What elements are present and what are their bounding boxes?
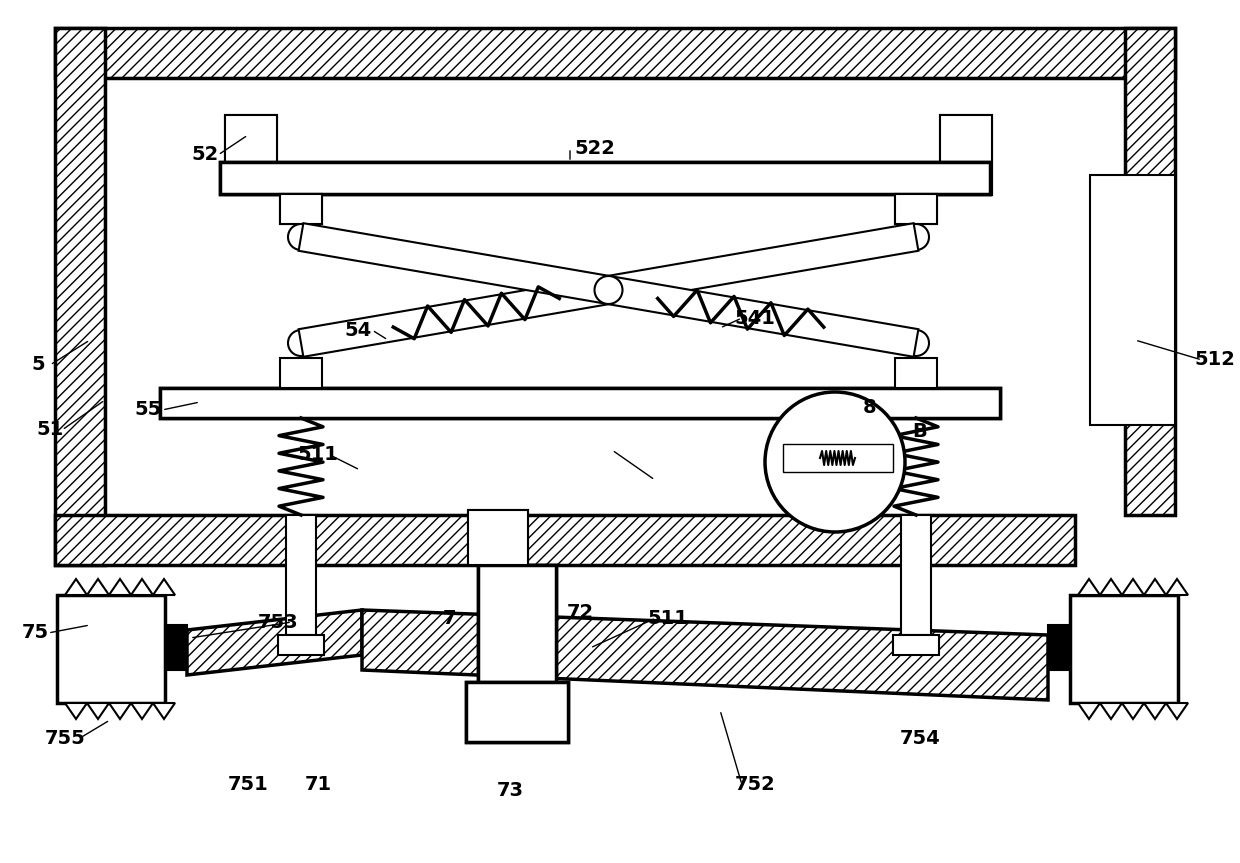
Bar <box>895 358 937 388</box>
Polygon shape <box>1100 703 1122 719</box>
Text: 71: 71 <box>305 776 331 795</box>
Bar <box>280 194 322 224</box>
Polygon shape <box>131 579 153 595</box>
Bar <box>55 28 105 565</box>
Polygon shape <box>1078 579 1100 595</box>
Bar <box>57 595 165 703</box>
Bar <box>224 115 277 195</box>
Text: 8: 8 <box>863 399 877 418</box>
Polygon shape <box>1100 579 1122 595</box>
Bar <box>55 28 1176 78</box>
Bar <box>467 510 528 565</box>
Bar <box>55 515 1075 565</box>
Polygon shape <box>1166 703 1188 719</box>
Bar <box>280 358 322 388</box>
Text: 512: 512 <box>1194 350 1235 369</box>
Text: 54: 54 <box>345 320 372 339</box>
Circle shape <box>765 392 905 532</box>
Polygon shape <box>153 703 175 719</box>
Bar <box>219 162 990 194</box>
Bar <box>280 194 322 224</box>
Bar <box>477 565 556 720</box>
Text: 72: 72 <box>567 602 594 621</box>
Polygon shape <box>87 703 109 719</box>
Bar <box>477 565 556 720</box>
Bar <box>466 682 568 742</box>
Bar <box>1125 28 1176 515</box>
Bar <box>785 447 820 469</box>
Polygon shape <box>1145 579 1166 595</box>
Bar <box>1048 625 1070 670</box>
Text: 55: 55 <box>134 400 161 419</box>
Bar <box>278 635 324 655</box>
Text: 52: 52 <box>191 146 218 165</box>
Text: 73: 73 <box>496 780 523 799</box>
Polygon shape <box>64 703 87 719</box>
Text: 541: 541 <box>734 308 775 327</box>
Bar <box>160 388 999 418</box>
Polygon shape <box>153 579 175 595</box>
Text: 511: 511 <box>647 608 688 627</box>
Bar <box>1090 175 1176 425</box>
Text: 51: 51 <box>36 420 63 439</box>
Text: B: B <box>913 423 928 442</box>
Text: 751: 751 <box>228 776 268 795</box>
Polygon shape <box>1078 703 1100 719</box>
Bar <box>893 635 939 655</box>
Bar <box>467 510 528 565</box>
Polygon shape <box>1166 579 1188 595</box>
Polygon shape <box>1122 579 1145 595</box>
Polygon shape <box>64 579 87 595</box>
Circle shape <box>903 330 929 356</box>
Bar <box>160 388 999 418</box>
Bar <box>895 194 937 224</box>
Circle shape <box>288 224 314 250</box>
Bar <box>895 194 937 224</box>
Circle shape <box>288 330 314 356</box>
Bar <box>466 682 568 742</box>
Polygon shape <box>362 610 1048 700</box>
Bar <box>940 115 992 195</box>
Text: 5: 5 <box>31 356 45 375</box>
Bar <box>785 447 820 469</box>
Bar <box>165 625 187 670</box>
Circle shape <box>594 276 622 304</box>
Polygon shape <box>187 610 362 675</box>
Text: 752: 752 <box>734 776 775 795</box>
Text: 754: 754 <box>900 728 940 747</box>
Bar <box>286 515 316 635</box>
Polygon shape <box>1122 703 1145 719</box>
Bar <box>219 162 990 194</box>
Polygon shape <box>87 579 109 595</box>
Text: 522: 522 <box>574 138 615 158</box>
Text: 7: 7 <box>443 608 456 627</box>
Polygon shape <box>1145 703 1166 719</box>
Text: 755: 755 <box>45 728 86 747</box>
Bar <box>940 115 992 195</box>
Bar <box>224 115 277 195</box>
Text: 75: 75 <box>21 623 48 642</box>
Bar <box>1070 595 1178 703</box>
Polygon shape <box>109 703 131 719</box>
Polygon shape <box>299 224 919 356</box>
Polygon shape <box>299 224 919 356</box>
Bar <box>782 444 893 472</box>
Text: 753: 753 <box>258 613 299 632</box>
Circle shape <box>903 224 929 250</box>
Text: 511: 511 <box>298 445 339 464</box>
Bar <box>901 515 931 635</box>
Polygon shape <box>109 579 131 595</box>
Polygon shape <box>131 703 153 719</box>
